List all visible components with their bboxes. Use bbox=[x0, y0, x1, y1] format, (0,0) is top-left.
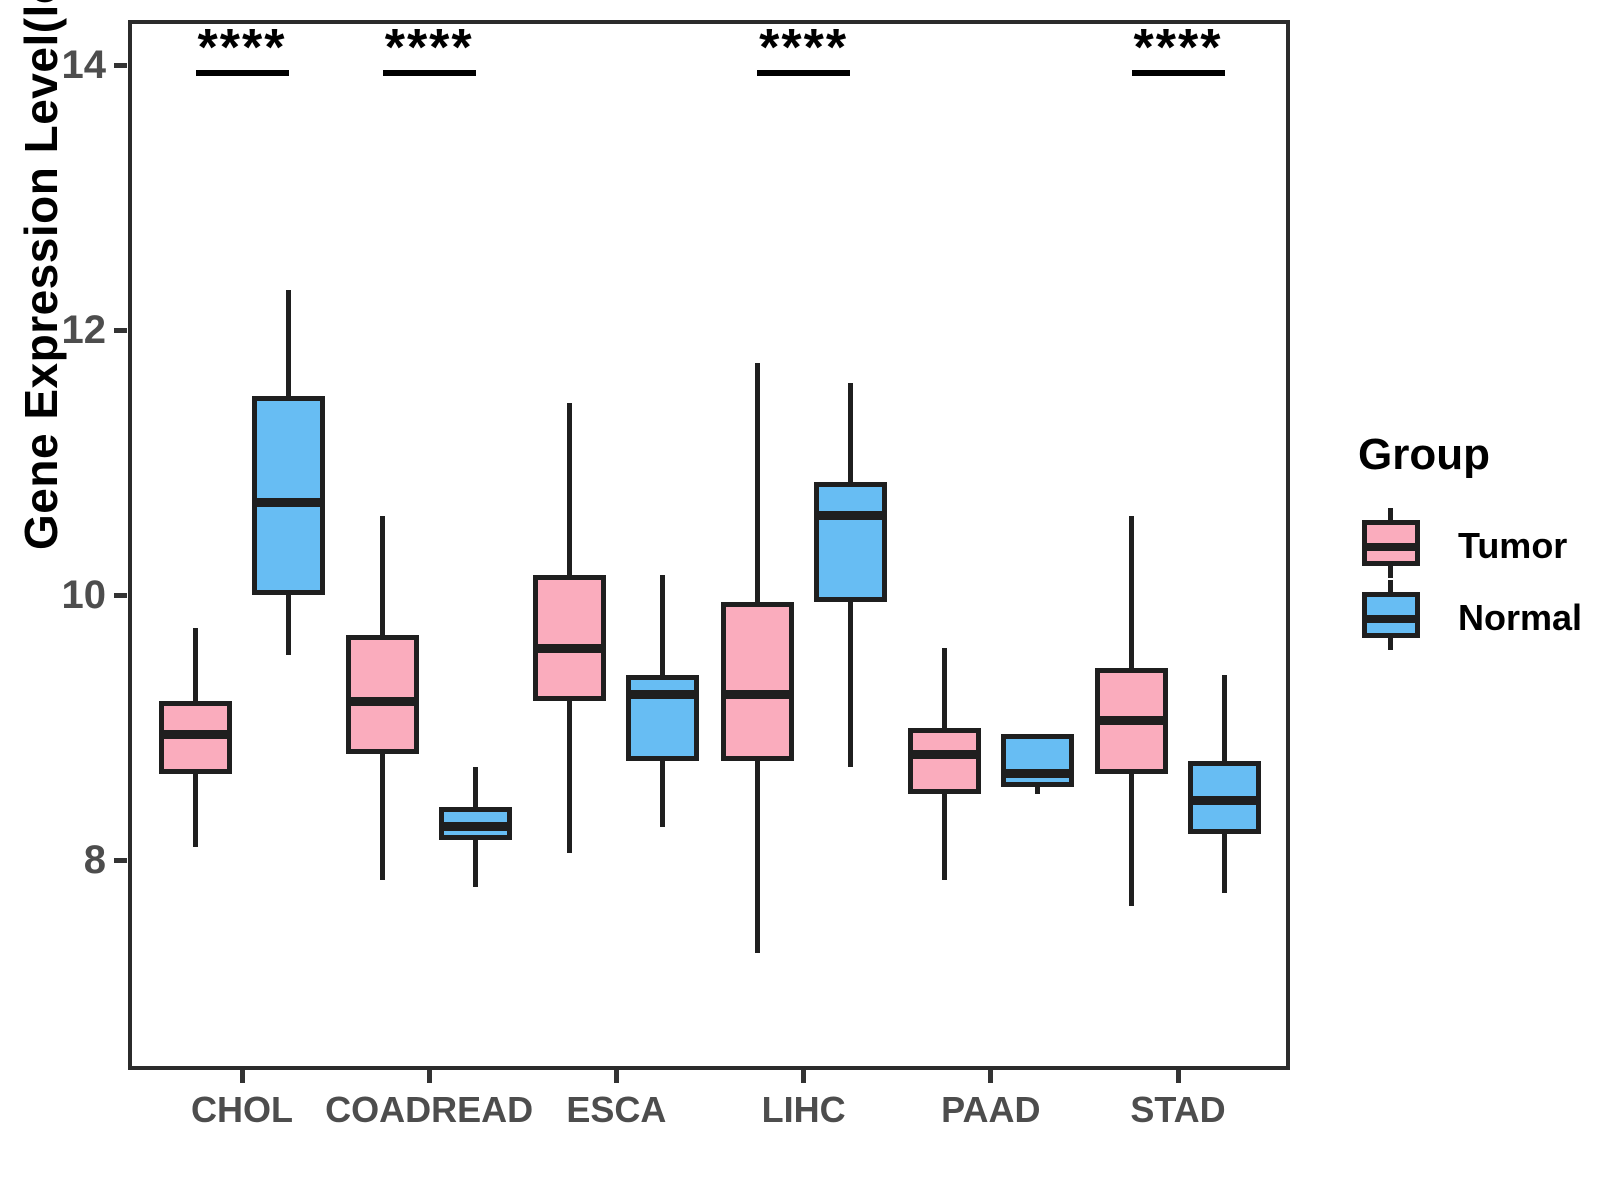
upper-whisker-stad-tumor bbox=[1129, 515, 1134, 668]
x-tick-mark bbox=[426, 1070, 432, 1083]
x-category-label: COADREAD bbox=[325, 1089, 534, 1130]
x-category-label: ESCA bbox=[566, 1089, 667, 1130]
lower-whisker-stad-normal bbox=[1222, 833, 1227, 894]
lower-whisker-coadread-tumor bbox=[380, 754, 386, 880]
median-coadread-tumor bbox=[346, 696, 420, 706]
x-tick-mark bbox=[613, 1070, 619, 1083]
legend-key-tumor bbox=[1362, 520, 1420, 566]
upper-whisker-lihc-tumor bbox=[754, 363, 760, 602]
lower-whisker-chol-normal bbox=[286, 595, 291, 655]
box-esca-tumor bbox=[533, 575, 607, 701]
y-tick-label: 14 bbox=[61, 43, 107, 87]
lower-whisker-paad-tumor bbox=[941, 793, 947, 880]
significance-bar-stad bbox=[1131, 70, 1225, 76]
median-paad-normal bbox=[1000, 769, 1074, 779]
legend-key-lower-whisker bbox=[1388, 565, 1393, 578]
upper-whisker-lihc-normal bbox=[847, 383, 853, 483]
box-chol-normal bbox=[252, 396, 325, 595]
y-tick-label: 10 bbox=[61, 573, 107, 617]
median-stad-tumor bbox=[1095, 716, 1168, 726]
upper-whisker-chol-tumor bbox=[193, 628, 198, 701]
significance-stars-lihc: **** bbox=[759, 19, 849, 77]
median-esca-normal bbox=[626, 689, 700, 699]
median-paad-tumor bbox=[907, 749, 981, 759]
y-tick-mark bbox=[114, 327, 127, 333]
upper-whisker-paad-tumor bbox=[941, 648, 947, 728]
legend-item-normal: Normal bbox=[1340, 580, 1590, 650]
box-lihc-normal bbox=[813, 482, 887, 602]
box-paad-tumor bbox=[907, 727, 981, 794]
lower-whisker-lihc-normal bbox=[847, 601, 853, 768]
legend-key-lower-whisker bbox=[1388, 637, 1393, 650]
y-tick-label: 8 bbox=[83, 838, 106, 882]
x-tick-mark bbox=[1175, 1070, 1181, 1083]
lower-whisker-coadread-normal bbox=[473, 840, 479, 887]
median-chol-normal bbox=[252, 497, 325, 507]
significance-stars-chol: **** bbox=[197, 19, 287, 77]
lower-whisker-esca-tumor bbox=[567, 701, 573, 854]
y-tick-mark bbox=[114, 62, 127, 68]
lower-whisker-chol-tumor bbox=[193, 773, 198, 847]
lower-whisker-paad-normal bbox=[1034, 787, 1040, 794]
legend-label-normal: Normal bbox=[1458, 597, 1583, 638]
x-category-label: CHOL bbox=[191, 1089, 293, 1130]
median-coadread-normal bbox=[439, 822, 513, 832]
box-paad-normal bbox=[1000, 734, 1074, 788]
x-tick-mark bbox=[801, 1070, 807, 1083]
legend-items: Tumor Normal bbox=[1340, 508, 1590, 650]
median-stad-normal bbox=[1188, 795, 1261, 805]
x-category-label: STAD bbox=[1130, 1089, 1226, 1130]
y-tick-mark bbox=[114, 857, 127, 863]
legend-item-tumor: Tumor bbox=[1340, 508, 1590, 578]
y-tick-label: 12 bbox=[61, 308, 107, 352]
lower-whisker-lihc-tumor bbox=[754, 760, 760, 953]
significance-bar-coadread bbox=[382, 70, 476, 76]
lower-whisker-esca-normal bbox=[660, 760, 666, 827]
median-chol-tumor bbox=[159, 729, 232, 739]
median-lihc-normal bbox=[813, 511, 887, 520]
legend-key-median bbox=[1367, 615, 1415, 623]
median-esca-tumor bbox=[533, 643, 607, 653]
legend-label-tumor: Tumor bbox=[1458, 525, 1568, 566]
upper-whisker-coadread-tumor bbox=[380, 515, 386, 635]
x-tick-mark bbox=[988, 1070, 994, 1083]
x-category-label: PAAD bbox=[941, 1089, 1041, 1130]
box-esca-normal bbox=[626, 674, 700, 761]
y-tick-mark bbox=[114, 592, 127, 598]
upper-whisker-esca-normal bbox=[660, 575, 666, 675]
lower-whisker-stad-tumor bbox=[1129, 773, 1134, 907]
legend: Group Tumor Normal bbox=[1340, 430, 1590, 652]
upper-whisker-chol-normal bbox=[286, 290, 291, 397]
x-category-label: LIHC bbox=[761, 1089, 846, 1130]
median-lihc-tumor bbox=[720, 689, 794, 699]
legend-title: Group bbox=[1358, 430, 1490, 479]
upper-whisker-stad-normal bbox=[1222, 674, 1227, 761]
significance-stars-coadread: **** bbox=[384, 19, 474, 77]
legend-key-upper-whisker bbox=[1388, 580, 1393, 593]
upper-whisker-coadread-normal bbox=[473, 767, 479, 807]
significance-stars-stad: **** bbox=[1133, 19, 1223, 77]
significance-bar-chol bbox=[195, 70, 289, 76]
legend-key-upper-whisker bbox=[1388, 508, 1393, 521]
x-tick-mark bbox=[239, 1070, 245, 1083]
upper-whisker-esca-tumor bbox=[567, 402, 573, 576]
legend-key-normal bbox=[1362, 592, 1420, 638]
box-lihc-tumor bbox=[720, 601, 794, 761]
box-coadread-tumor bbox=[346, 634, 420, 754]
significance-bar-lihc bbox=[757, 70, 851, 76]
legend-key-median bbox=[1367, 543, 1415, 551]
